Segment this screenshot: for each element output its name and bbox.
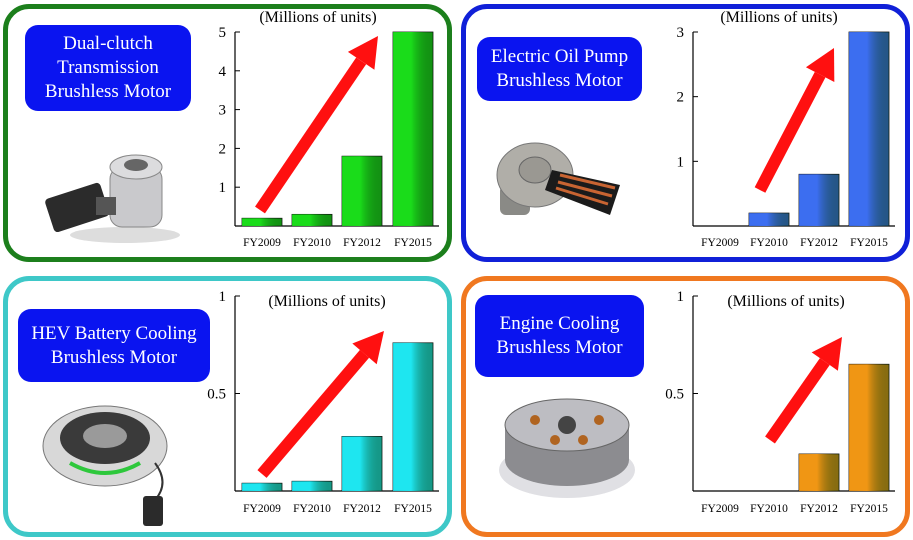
chart-title: (Millions of units): [727, 293, 844, 310]
trend-arrow-head: [352, 331, 384, 365]
trend-arrow-shaft: [754, 71, 826, 193]
x-tick-label: FY2015: [850, 503, 888, 515]
bar-shade: [242, 483, 282, 491]
x-tick-label: FY2010: [293, 503, 331, 515]
bar-shade: [342, 436, 382, 491]
x-tick-label: FY2012: [800, 503, 838, 515]
x-tick-label: FY2009: [701, 237, 739, 249]
bar-shade: [799, 453, 839, 491]
x-tick-label: FY2010: [750, 237, 788, 249]
trend-arrow-head: [805, 48, 835, 82]
y-tick-label: 0.5: [665, 387, 684, 403]
trend-arrow-head: [347, 36, 378, 70]
y-tick-label: 0.5: [207, 387, 226, 403]
bar-shade: [749, 213, 789, 226]
y-tick-label: 1: [677, 154, 685, 170]
chart-title: (Millions of units): [268, 293, 385, 310]
x-tick-label: FY2009: [243, 237, 281, 249]
bar-shade: [292, 214, 332, 226]
x-tick-label: FY2012: [343, 503, 381, 515]
y-tick-label: 2: [219, 141, 227, 157]
y-tick-label: 3: [677, 25, 685, 41]
x-tick-label: FY2010: [750, 503, 788, 515]
y-tick-label: 5: [219, 25, 227, 41]
x-tick-label: FY2012: [343, 237, 381, 249]
engine-cooling-motor-photo: [499, 398, 635, 498]
panel-title: HEV Battery Cooling Brushless Motor: [18, 309, 210, 382]
bar-shade: [292, 481, 332, 491]
bar-shade: [393, 342, 433, 491]
panel-title: Electric Oil Pump Brushless Motor: [477, 37, 642, 101]
bar-shade: [342, 156, 382, 226]
oil-pump-motor-photo: [496, 142, 620, 215]
bar-shade: [849, 364, 889, 491]
trend-arrow-shaft: [765, 358, 830, 444]
panel-title: Engine Cooling Brushless Motor: [475, 295, 644, 377]
y-tick-label: 4: [219, 64, 227, 80]
x-tick-label: FY2009: [243, 503, 281, 515]
bar-shade: [799, 174, 839, 226]
y-tick-label: 1: [219, 180, 227, 196]
y-tick-label: 1: [677, 289, 685, 305]
x-tick-label: FY2010: [293, 237, 331, 249]
trend-arrow-shaft: [255, 57, 367, 214]
x-tick-label: FY2015: [394, 503, 432, 515]
trend-arrow-shaft: [257, 349, 370, 478]
x-tick-label: FY2012: [800, 237, 838, 249]
x-tick-label: FY2015: [394, 237, 432, 249]
x-tick-label: FY2015: [850, 237, 888, 249]
trend-arrow-head: [811, 337, 842, 371]
y-tick-label: 2: [677, 90, 685, 106]
bar-shade: [242, 218, 282, 226]
panel-title: Dual-clutch Transmission Brushless Motor: [25, 25, 191, 111]
y-tick-label: 3: [219, 103, 227, 119]
chart-title: (Millions of units): [720, 9, 837, 26]
battery-cooling-motor-photo: [42, 405, 168, 526]
dual-clutch-motor-photo: [45, 154, 180, 243]
y-tick-label: 1: [219, 289, 227, 305]
bar-shade: [393, 32, 433, 226]
x-tick-label: FY2009: [701, 503, 739, 515]
chart-title: (Millions of units): [259, 9, 376, 26]
bar-shade: [849, 32, 889, 226]
